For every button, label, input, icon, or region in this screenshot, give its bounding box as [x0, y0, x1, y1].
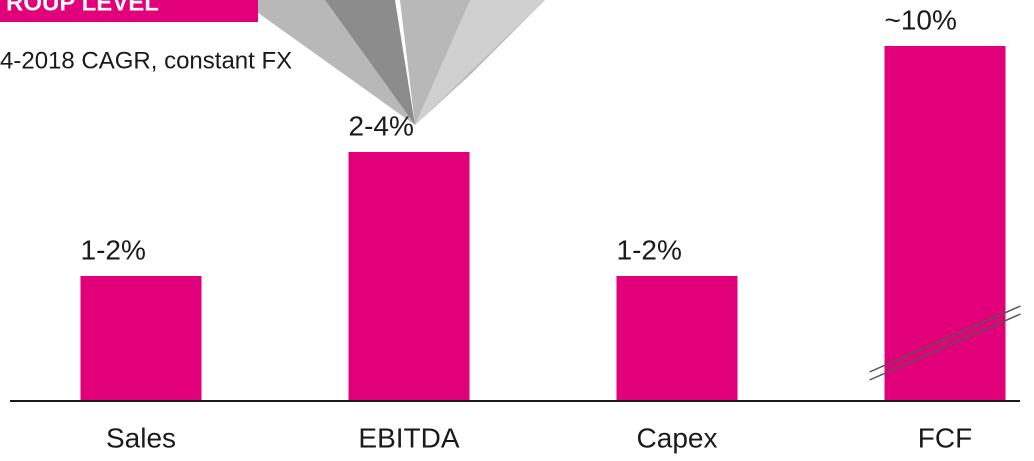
x-tick-label: EBITDA [358, 422, 459, 453]
x-tick-label: FCF [918, 422, 972, 453]
value-label: ~10% [885, 4, 957, 35]
chart-subtitle: 4-2018 CAGR, constant FX [0, 47, 292, 74]
bar [349, 152, 470, 400]
chart-title: ROUP LEVEL [6, 0, 159, 16]
x-tick-label: Capex [637, 422, 718, 453]
bar [81, 276, 202, 400]
x-tick-label: Sales [106, 422, 176, 453]
value-label: 2-4% [349, 110, 414, 141]
bar [617, 276, 738, 400]
value-label: 1-2% [81, 234, 146, 265]
chart: ROUP LEVEL 4-2018 CAGR, constant FX 1-2%… [0, 0, 1034, 461]
value-label: 1-2% [617, 234, 682, 265]
